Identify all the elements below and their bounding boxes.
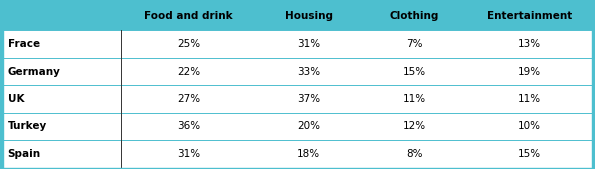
- Text: Turkey: Turkey: [8, 122, 47, 131]
- Text: Housing: Housing: [284, 11, 333, 21]
- Text: 19%: 19%: [518, 67, 541, 77]
- Bar: [3, 140, 592, 168]
- Text: Frace: Frace: [8, 39, 40, 49]
- Text: 37%: 37%: [297, 94, 320, 104]
- Text: UK: UK: [8, 94, 24, 104]
- Text: 12%: 12%: [403, 122, 426, 131]
- Text: 22%: 22%: [177, 67, 200, 77]
- Text: Food and drink: Food and drink: [145, 11, 233, 21]
- Text: 15%: 15%: [518, 149, 541, 159]
- Bar: [3, 85, 592, 113]
- Text: 31%: 31%: [177, 149, 200, 159]
- Text: 18%: 18%: [297, 149, 320, 159]
- Text: Germany: Germany: [8, 67, 61, 77]
- Text: 25%: 25%: [177, 39, 200, 49]
- Text: 11%: 11%: [403, 94, 426, 104]
- Text: 20%: 20%: [298, 122, 320, 131]
- Text: 8%: 8%: [406, 149, 422, 159]
- Bar: [3, 1, 592, 30]
- Bar: [3, 58, 592, 85]
- Text: 15%: 15%: [403, 67, 426, 77]
- Text: 33%: 33%: [297, 67, 320, 77]
- Text: 27%: 27%: [177, 94, 200, 104]
- Bar: [3, 113, 592, 140]
- Text: Entertainment: Entertainment: [487, 11, 572, 21]
- Text: 13%: 13%: [518, 39, 541, 49]
- Text: 31%: 31%: [297, 39, 320, 49]
- Text: 10%: 10%: [518, 122, 541, 131]
- Bar: [3, 30, 592, 58]
- Text: Spain: Spain: [8, 149, 41, 159]
- Text: 11%: 11%: [518, 94, 541, 104]
- Text: Clothing: Clothing: [390, 11, 439, 21]
- Text: 7%: 7%: [406, 39, 422, 49]
- Text: 36%: 36%: [177, 122, 200, 131]
